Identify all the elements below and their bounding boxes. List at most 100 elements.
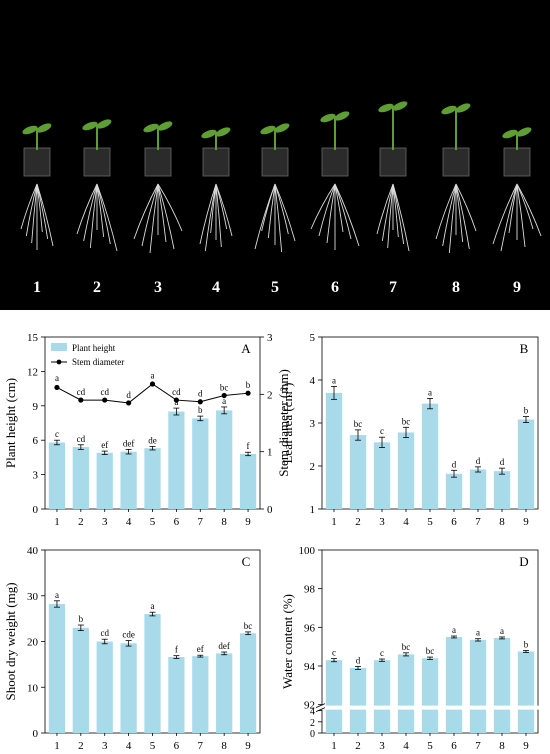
root [318, 183, 336, 237]
x-tick-label: 4 [126, 740, 132, 749]
panel-label: C [242, 554, 251, 569]
x-tick-label: 6 [174, 516, 180, 528]
leaf-left [260, 125, 276, 135]
x-tick-label: 7 [475, 516, 481, 528]
significance-letter: de [148, 436, 157, 446]
significance-letter: f [175, 645, 178, 655]
stem-diameter-point [54, 384, 60, 391]
seedling-8 [435, 103, 477, 254]
leaf-right [334, 111, 350, 121]
root [36, 183, 54, 247]
seedling-label-2: 2 [93, 279, 101, 296]
stem-diameter-point [197, 399, 203, 405]
legend-swatch-point [56, 359, 62, 365]
legend-label-stem-diameter: Stem diameter [72, 357, 124, 367]
seedling-label-1: 1 [33, 279, 41, 296]
x-tick-label: 6 [451, 516, 457, 528]
significance-letter: a [452, 625, 456, 635]
bar-2 [349, 435, 367, 509]
bar-7 [192, 418, 209, 509]
roots [199, 183, 233, 252]
seedling-label-7: 7 [389, 279, 397, 296]
significance-letter: bc [354, 419, 363, 429]
y2-axis-label: Stem diameter (mm) [276, 369, 291, 477]
significance-letter: a [222, 396, 226, 406]
root [20, 183, 38, 230]
seedling-photo: 1 2 3 4 5 6 7 8 9 [0, 0, 550, 310]
bar-3 [96, 641, 113, 733]
stem-diameter-point [149, 381, 156, 387]
y-tick-label: 0 [33, 504, 39, 516]
significance-letter: def [123, 438, 135, 448]
bar-2 [72, 447, 89, 509]
y-tick-label: 3 [33, 470, 39, 482]
y-tick-label: 4 [310, 375, 316, 387]
y-axis-label: Water content (%) [280, 594, 295, 689]
chart-panel-C: C 0 10 20 30 40 a b cd cde a f ef def bc 1 2 3 4 5 6 7 8 9 Shoot… [3, 545, 261, 752]
bar-8 [493, 471, 511, 509]
x-tick-label: 4 [403, 516, 409, 528]
stem-diameter-point [245, 390, 251, 396]
leaf-right [96, 119, 112, 129]
root [83, 183, 98, 242]
line-significance-letter: cd [100, 387, 109, 397]
x-tick-label: 3 [102, 516, 108, 528]
legend-swatch-bar [51, 343, 67, 351]
y2-tick-label: 1 [267, 447, 273, 459]
root [310, 183, 336, 230]
significance-letter: b [524, 406, 529, 416]
stem-diameter-point [173, 397, 179, 403]
seedling-2 [76, 119, 118, 252]
y-tick-label: 12 [27, 366, 38, 378]
leaf-right [274, 123, 290, 133]
root [455, 183, 477, 232]
line-significance-letter: b [246, 380, 251, 390]
roots [76, 183, 118, 252]
x-tick-label: 8 [499, 516, 505, 528]
leaf-right [516, 127, 532, 137]
y-axis-label: Plant height (cm) [3, 378, 18, 468]
bar-4 [120, 451, 137, 509]
significance-letter: a [500, 626, 504, 636]
root [267, 183, 276, 239]
x-tick-label: 6 [451, 740, 457, 749]
pot [202, 147, 230, 177]
bar-4 [397, 432, 415, 509]
bar-7 [469, 469, 487, 509]
roots [435, 183, 477, 254]
pot [261, 147, 289, 177]
bar-9 [517, 419, 535, 509]
pot [144, 147, 172, 177]
pot [442, 147, 470, 177]
bar-4 [120, 643, 137, 733]
significance-letter: bc [426, 646, 435, 656]
significance-letter: f [247, 441, 250, 451]
bar-1 [325, 392, 343, 509]
roots [254, 183, 296, 253]
panel-label: A [241, 341, 251, 356]
root [448, 183, 457, 254]
bar-3 [373, 442, 391, 509]
root [334, 183, 352, 240]
root [133, 183, 159, 240]
chart-panels: A03691215ccdefdefdeabaf123456789Plant he… [0, 310, 550, 752]
significance-letter: a [428, 387, 432, 397]
seedling-photo-svg: 1 2 3 4 5 6 7 8 9 [0, 0, 550, 310]
stem-diameter-point [221, 392, 227, 399]
x-tick-label: 3 [379, 740, 385, 749]
line-significance-letter: cd [172, 387, 181, 397]
seedling-3 [133, 121, 183, 254]
root [455, 183, 470, 250]
y-tick-label: 0 [33, 728, 39, 740]
bar-8 [216, 653, 233, 733]
seedling-label-9: 9 [513, 279, 521, 296]
bar-3 [96, 452, 113, 509]
roots [310, 183, 360, 250]
root [334, 183, 344, 233]
root [274, 183, 283, 253]
pot [503, 147, 531, 177]
leaf-right [392, 101, 408, 111]
y2-tick-label: 2 [267, 389, 273, 401]
axis-break-mark [315, 707, 326, 713]
